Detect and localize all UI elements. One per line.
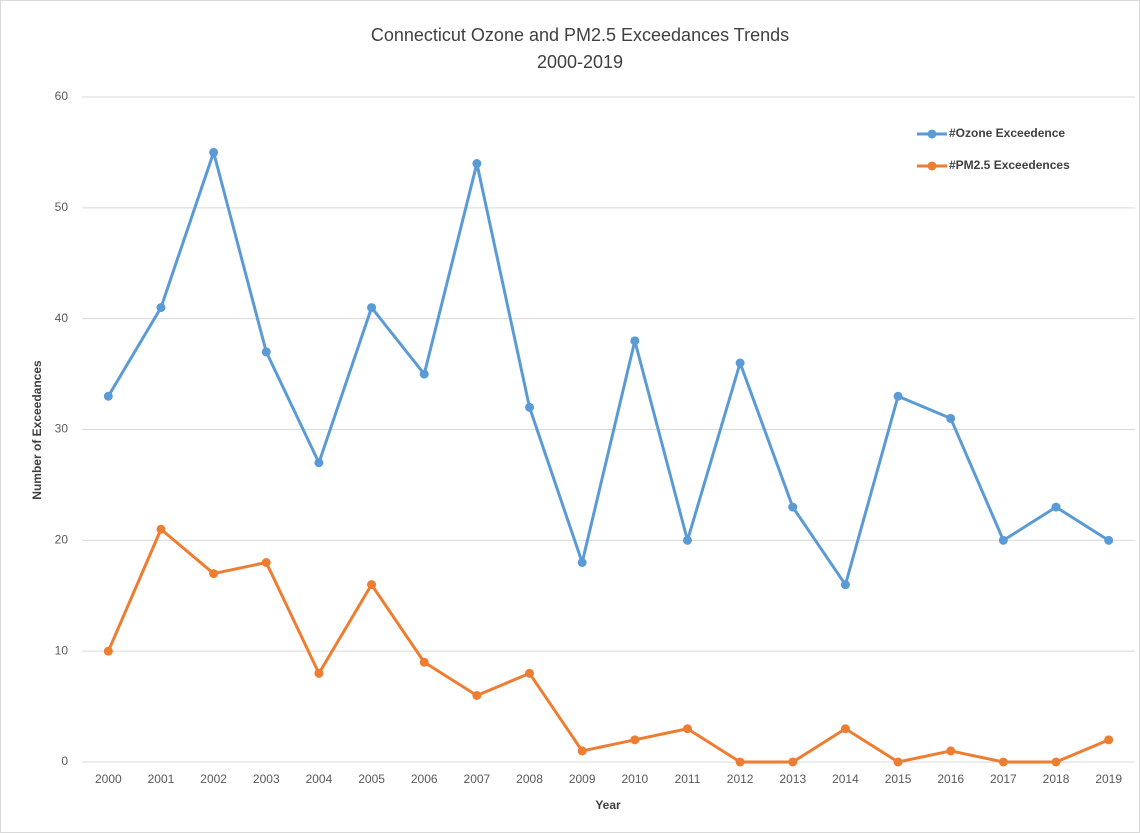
data-point <box>735 757 745 767</box>
x-tick-label: 2002 <box>200 772 227 786</box>
y-tick-label: 10 <box>55 643 69 657</box>
data-point <box>840 580 850 590</box>
x-tick-label: 2014 <box>832 772 859 786</box>
y-tick-label: 30 <box>55 422 69 436</box>
data-point <box>103 391 113 401</box>
y-tick-label: 40 <box>55 311 69 325</box>
legend-marker <box>927 161 937 171</box>
x-tick-label: 2006 <box>411 772 438 786</box>
x-tick-label: 2013 <box>779 772 806 786</box>
data-point <box>103 646 113 656</box>
x-tick-label: 2011 <box>675 772 701 786</box>
y-tick-label: 20 <box>55 533 69 547</box>
data-point <box>893 757 903 767</box>
data-point <box>946 746 956 756</box>
data-point <box>156 524 166 534</box>
x-tick-label: 2000 <box>95 772 122 786</box>
data-point <box>419 657 429 667</box>
legend-label: #PM2.5 Exceedences <box>949 158 1070 172</box>
data-point <box>314 458 324 468</box>
x-tick-label: 2016 <box>937 772 964 786</box>
data-point <box>209 569 219 579</box>
x-tick-label: 2003 <box>253 772 280 786</box>
x-tick-label: 2015 <box>885 772 912 786</box>
data-point <box>472 691 482 700</box>
data-point <box>788 757 798 767</box>
x-tick-label: 2004 <box>306 772 333 786</box>
x-tick-label: 2005 <box>358 772 385 786</box>
chart-title: Connecticut Ozone and PM2.5 Exceedances … <box>371 25 789 45</box>
data-point <box>156 303 166 313</box>
x-tick-label: 2008 <box>516 772 543 786</box>
data-point <box>735 358 745 368</box>
data-point <box>577 746 587 756</box>
legend-marker <box>927 129 937 139</box>
data-point <box>946 413 956 423</box>
x-tick-label: 2010 <box>621 772 648 786</box>
chart-subtitle: 2000-2019 <box>537 52 623 72</box>
x-tick-label: 2001 <box>148 772 175 786</box>
data-point <box>261 347 271 357</box>
data-point <box>630 336 640 346</box>
data-point <box>314 668 324 678</box>
data-point <box>998 535 1008 545</box>
data-point <box>1104 535 1114 545</box>
x-tick-label: 2017 <box>990 772 1017 786</box>
data-point <box>1104 735 1114 745</box>
data-point <box>682 724 692 734</box>
data-point <box>209 147 219 157</box>
x-tick-label: 2007 <box>464 772 491 786</box>
y-tick-label: 50 <box>55 200 69 214</box>
data-point <box>998 757 1008 767</box>
data-point <box>419 369 429 379</box>
data-point <box>577 558 587 567</box>
y-tick-label: 0 <box>61 754 68 768</box>
x-axis-title: Year <box>595 798 621 812</box>
data-point <box>367 303 377 313</box>
y-tick-label: 60 <box>55 89 69 103</box>
data-point <box>525 668 535 678</box>
data-point <box>893 391 903 401</box>
data-point <box>630 735 640 745</box>
data-point <box>367 580 377 590</box>
series-line <box>107 150 1110 587</box>
x-tick-label: 2019 <box>1095 772 1122 786</box>
data-point <box>261 558 271 567</box>
y-axis-title: Number of Exceedances <box>30 360 44 500</box>
data-point <box>840 724 850 734</box>
data-point <box>1051 757 1061 767</box>
series-line <box>106 527 1110 764</box>
data-point <box>682 535 692 545</box>
data-point <box>525 402 535 412</box>
data-point <box>788 502 798 512</box>
x-tick-label: 2009 <box>569 772 596 786</box>
data-point <box>1051 502 1061 512</box>
x-tick-label: 2018 <box>1043 772 1070 786</box>
x-tick-label: 2012 <box>727 772 754 786</box>
legend-label: #Ozone Exceedence <box>949 126 1065 140</box>
data-point <box>472 159 482 168</box>
